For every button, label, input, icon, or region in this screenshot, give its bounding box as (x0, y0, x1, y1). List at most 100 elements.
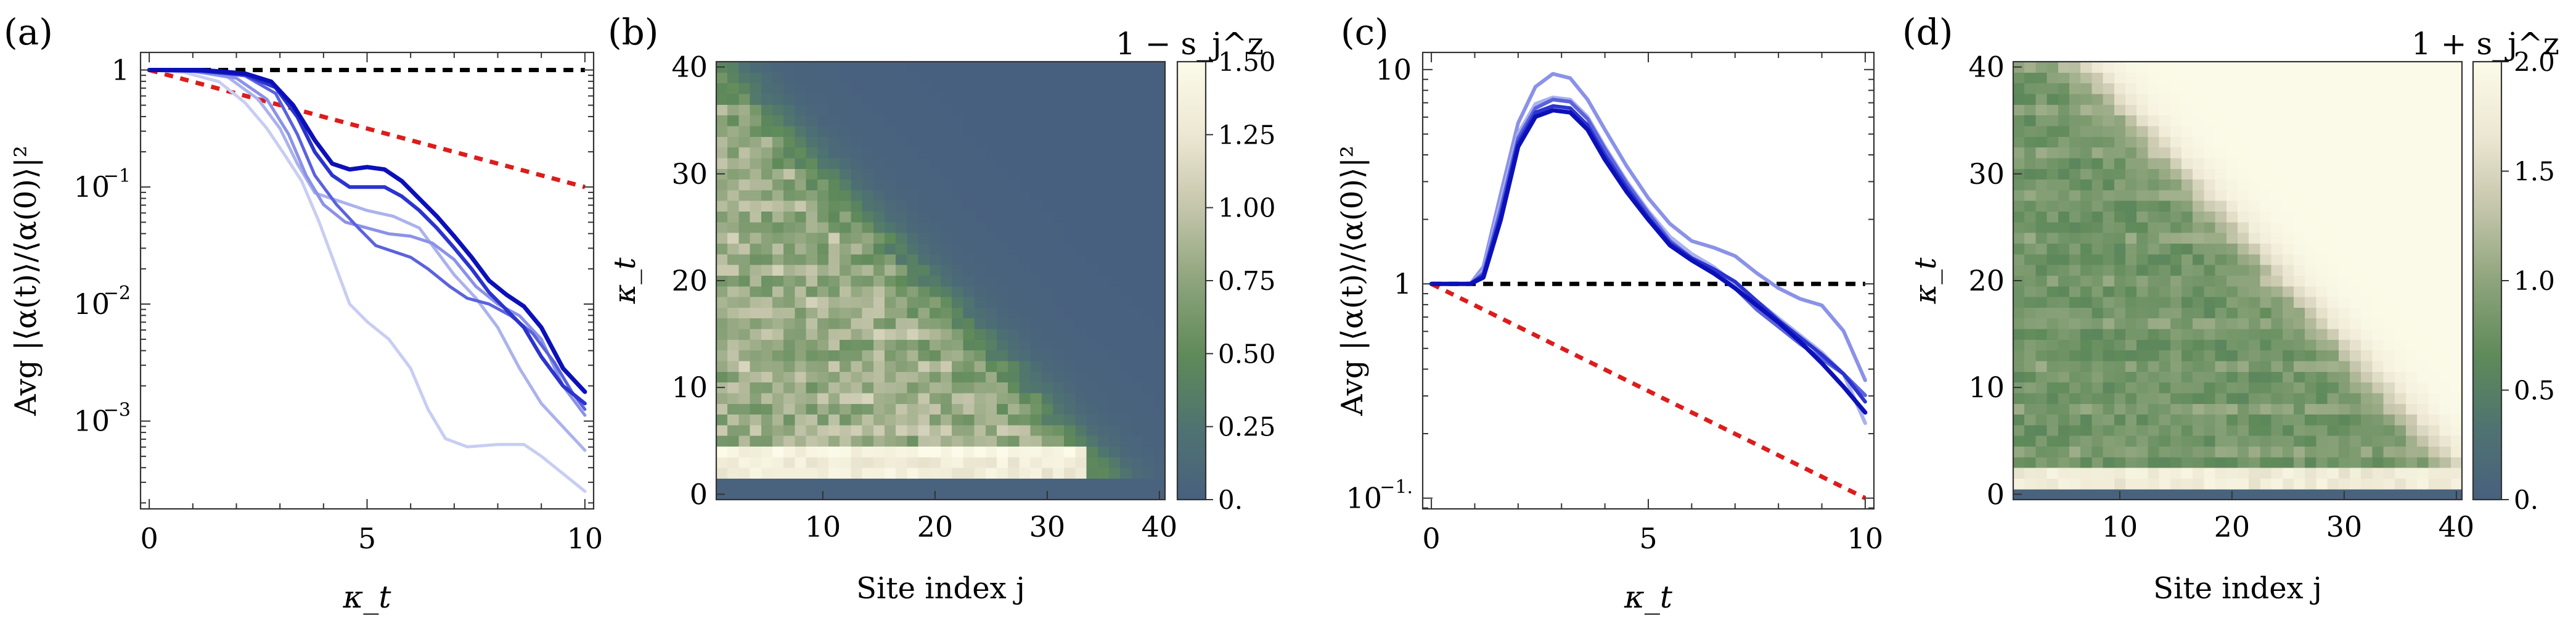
heatmap-cell (2338, 254, 2350, 265)
heatmap-cell (2091, 93, 2104, 105)
heatmap-cell (2136, 62, 2148, 73)
heatmap-cell (963, 307, 975, 319)
heatmap-cell (941, 243, 952, 255)
heatmap-cell (2282, 189, 2294, 201)
heatmap-cell (2024, 403, 2036, 415)
heatmap-cell (963, 211, 975, 223)
heatmap-cell (2046, 414, 2059, 426)
heatmap-cell (2148, 147, 2160, 159)
heatmap-cell (862, 104, 874, 116)
heatmap-cell (2428, 350, 2440, 361)
heatmap-cell (795, 221, 807, 233)
colorbar-tick-label: 1.00 (1218, 193, 1276, 223)
heatmap-cell (2035, 157, 2048, 169)
heatmap-cell (2372, 62, 2384, 73)
heatmap-cell (2148, 83, 2160, 94)
heatmap-cell (2226, 179, 2238, 191)
heatmap-cell (974, 328, 986, 340)
heatmap-cell (2069, 424, 2081, 436)
heatmap-cell (2024, 265, 2036, 276)
heatmap-cell (1053, 233, 1065, 244)
heatmap-cell (2148, 125, 2160, 137)
heatmap-cell (828, 392, 840, 404)
heatmap-cell (750, 468, 762, 479)
heatmap-cell (2294, 211, 2305, 223)
heatmap-cell (1097, 350, 1110, 361)
heatmap-cell (2024, 446, 2036, 458)
heatmap-cell (1109, 168, 1121, 180)
heatmap-cell (727, 318, 739, 329)
heatmap-cell (738, 307, 751, 319)
heatmap-cell (738, 424, 751, 436)
heatmap-cell (2238, 371, 2249, 383)
heatmap-cell (806, 360, 818, 372)
heatmap-cell (1041, 435, 1053, 447)
heatmap-cell (806, 72, 818, 84)
heatmap-cell (783, 424, 795, 436)
heatmap-cell (2383, 62, 2395, 73)
heatmap-cell (2383, 93, 2395, 105)
heatmap-cell (2024, 339, 2036, 351)
heatmap-cell (974, 200, 986, 212)
heatmap-cell (2215, 72, 2227, 84)
heatmap-cell (1142, 136, 1155, 148)
heatmap-cell (2439, 168, 2451, 180)
heatmap-cell (727, 456, 739, 468)
heatmap-cell (974, 468, 986, 479)
heatmap-cell (1075, 265, 1087, 276)
heatmap-cell (974, 403, 986, 415)
heatmap-cell (929, 382, 941, 394)
heatmap-cell (2327, 328, 2339, 340)
heatmap-cell (795, 489, 807, 500)
heatmap-cell (885, 136, 896, 148)
heatmap-cell (907, 189, 919, 201)
heatmap-cell (952, 382, 963, 394)
heatmap-cell (1086, 189, 1098, 201)
heatmap-cell (2091, 360, 2104, 372)
heatmap-cell (1109, 350, 1121, 361)
heatmap-cell (2103, 179, 2115, 191)
heatmap-cell (985, 328, 997, 340)
heatmap-cell (2338, 392, 2350, 404)
heatmap-cell (2170, 147, 2182, 159)
heatmap-cell (2417, 371, 2429, 383)
heatmap-cell (2361, 392, 2373, 404)
heatmap-cell (2035, 392, 2048, 404)
heatmap-cell (2069, 371, 2081, 383)
heatmap-cell (907, 339, 919, 351)
heatmap-cell (1097, 62, 1110, 73)
heatmap-cell (2294, 392, 2305, 404)
heatmap-cell (1075, 403, 1087, 415)
heatmap-cell (2439, 318, 2451, 329)
heatmap-cell (2091, 478, 2104, 490)
heatmap-cell (772, 296, 784, 308)
heatmap-cell (772, 435, 784, 447)
heatmap-cell (2394, 478, 2406, 490)
heatmap-cell (963, 200, 975, 212)
heatmap-cell (2136, 233, 2148, 244)
heatmap-cell (1041, 72, 1053, 84)
heatmap-cell (750, 189, 762, 201)
heatmap-cell (1075, 318, 1087, 329)
heatmap-cell (1120, 414, 1132, 426)
heatmap-cell (1153, 286, 1166, 297)
heatmap-cell (2316, 179, 2328, 191)
heatmap-cell (1041, 179, 1053, 191)
heatmap-cell (1008, 104, 1020, 116)
colorbar-tick-label: 2.0 (2514, 47, 2555, 77)
heatmap-cell (2170, 286, 2182, 297)
heatmap-cell (963, 318, 975, 329)
heatmap-cell (750, 392, 762, 404)
heatmap-cell (2181, 414, 2193, 426)
heatmap-cell (2013, 115, 2025, 126)
heatmap-cell (806, 83, 818, 94)
y-tick-label: 10 (1375, 53, 1412, 86)
heatmap-cell (985, 115, 997, 126)
heatmap-cell (2125, 168, 2137, 180)
heatmap-cell (1086, 211, 1098, 223)
heatmap-cell (2383, 446, 2395, 458)
heatmap-cell (716, 243, 728, 255)
heatmap-cell (2058, 200, 2070, 212)
heatmap-cell (2046, 403, 2059, 415)
heatmap-cell (997, 168, 1008, 180)
